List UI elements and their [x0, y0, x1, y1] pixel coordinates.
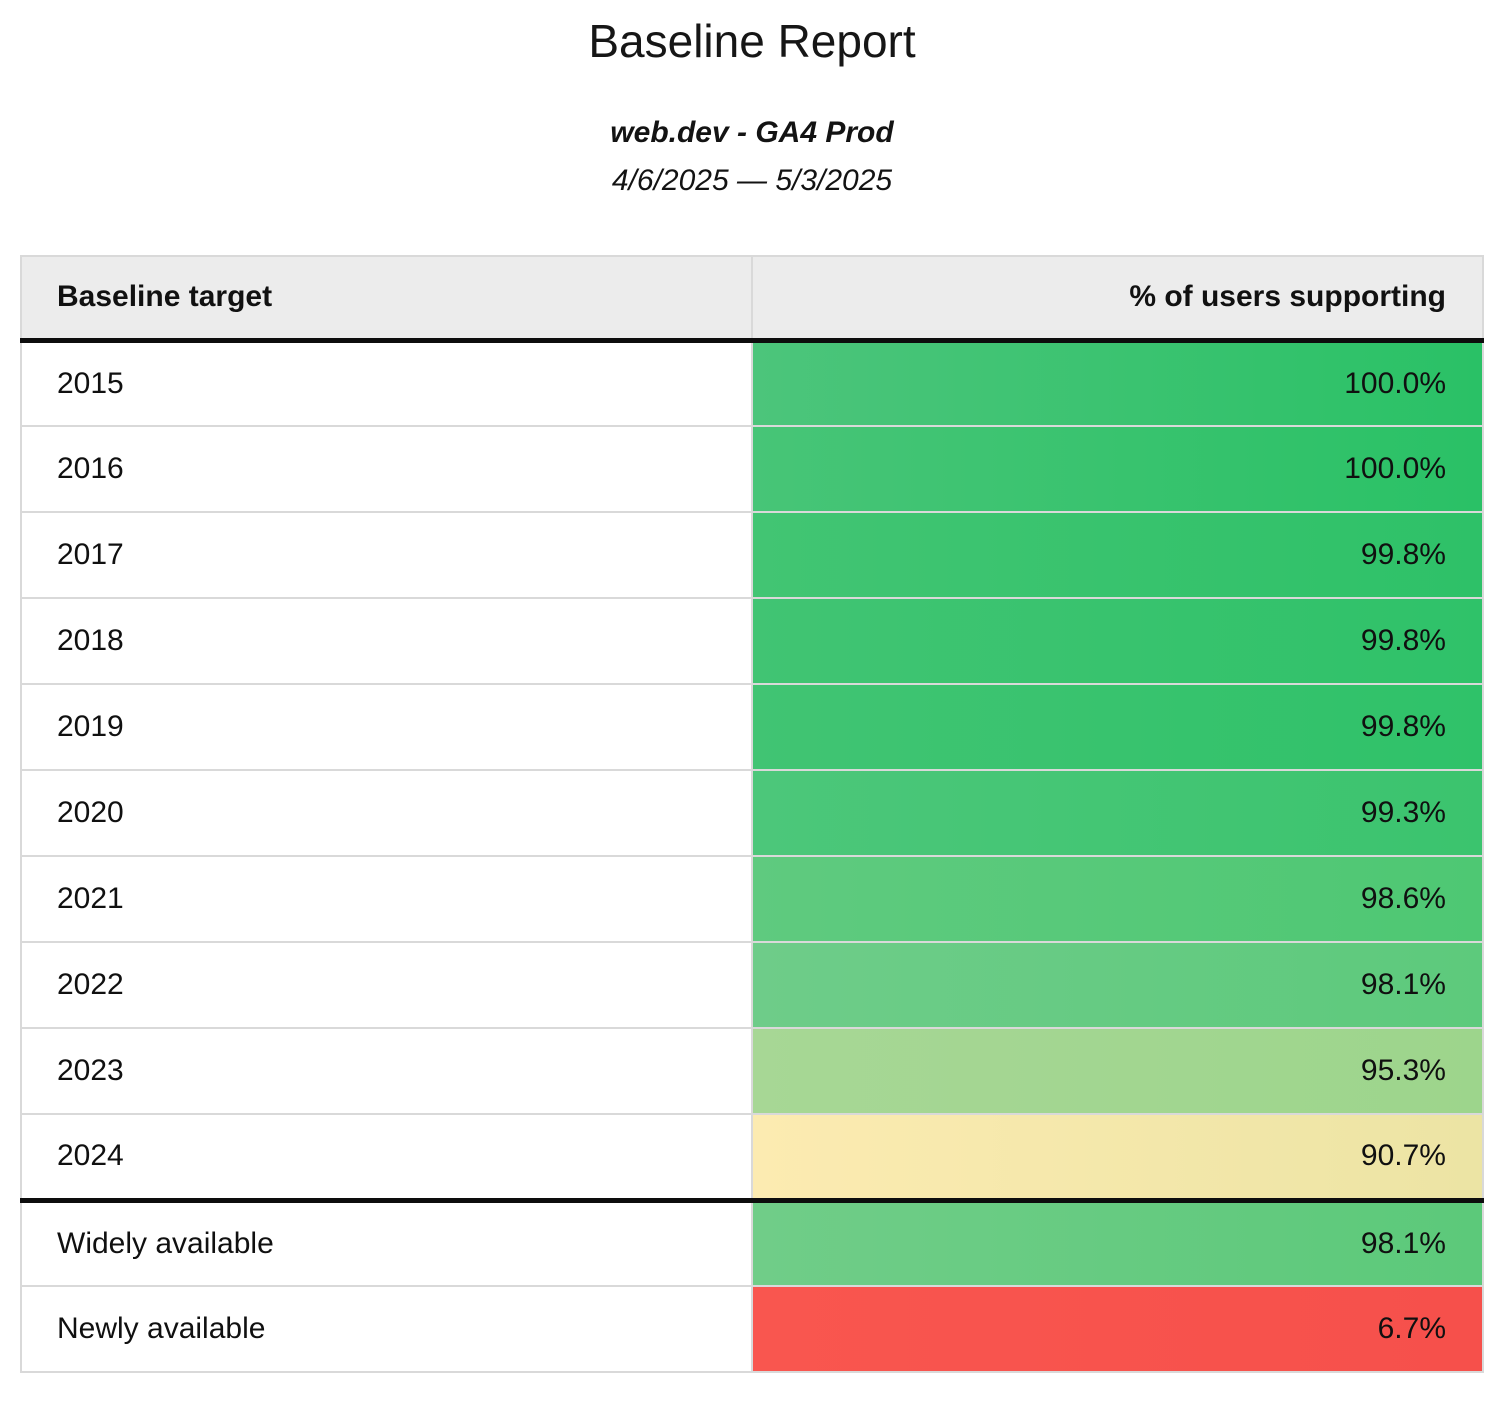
table-row: 2019 99.8%	[20, 683, 1484, 772]
baseline-target-cell: 2020	[20, 769, 753, 858]
baseline-target-cell: 2022	[20, 941, 753, 1030]
column-header-baseline-target: Baseline target	[20, 255, 753, 343]
report-date-range: 4/6/2025 — 5/3/2025	[611, 164, 893, 198]
table-header-row: Baseline target % of users supporting	[20, 255, 1484, 343]
baseline-target-cell: 2018	[20, 597, 753, 686]
baseline-target-cell: Newly available	[20, 1285, 753, 1374]
baseline-target-cell: 2015	[20, 339, 753, 428]
table-row: 2020 99.3%	[20, 769, 1484, 858]
table-row-newly-available: Newly available 6.7%	[20, 1285, 1484, 1374]
percent-value-cell: 6.7%	[751, 1285, 1484, 1374]
baseline-target-cell: Widely available	[20, 1197, 753, 1288]
table-row-widely-available: Widely available 98.1%	[20, 1197, 1484, 1288]
baseline-target-cell: 2016	[20, 425, 753, 514]
baseline-target-cell: 2023	[20, 1027, 753, 1116]
baseline-target-cell: 2024	[20, 1113, 753, 1202]
report-header: Baseline Report web.dev - GA4 Prod 4/6/2…	[0, 14, 1504, 199]
percent-value-cell: 98.6%	[751, 855, 1484, 944]
percent-value-cell: 99.8%	[751, 597, 1484, 686]
table-row: 2018 99.8%	[20, 597, 1484, 686]
table-row: 2022 98.1%	[20, 941, 1484, 1030]
table-row: 2021 98.6%	[20, 855, 1484, 944]
table-row: 2017 99.8%	[20, 511, 1484, 600]
baseline-table: Baseline target % of users supporting 20…	[20, 255, 1484, 1374]
percent-value-cell: 100.0%	[751, 425, 1484, 514]
percent-value-cell: 99.8%	[751, 683, 1484, 772]
table-row: 2024 90.7%	[20, 1113, 1484, 1202]
baseline-target-cell: 2019	[20, 683, 753, 772]
baseline-target-cell: 2021	[20, 855, 753, 944]
baseline-target-cell: 2017	[20, 511, 753, 600]
percent-value-cell: 99.8%	[751, 511, 1484, 600]
report-source: web.dev - GA4 Prod	[610, 116, 894, 150]
column-header-percent-users: % of users supporting	[751, 255, 1484, 343]
percent-value-cell: 100.0%	[751, 339, 1484, 428]
table-row: 2023 95.3%	[20, 1027, 1484, 1116]
percent-value-cell: 99.3%	[751, 769, 1484, 858]
percent-value-cell: 98.1%	[751, 941, 1484, 1030]
table-row: 2016 100.0%	[20, 425, 1484, 514]
percent-value-cell: 95.3%	[751, 1027, 1484, 1116]
percent-value-cell: 98.1%	[751, 1197, 1484, 1288]
percent-value-cell: 90.7%	[751, 1113, 1484, 1202]
table-row: 2015 100.0%	[20, 339, 1484, 428]
page-title: Baseline Report	[588, 15, 916, 67]
